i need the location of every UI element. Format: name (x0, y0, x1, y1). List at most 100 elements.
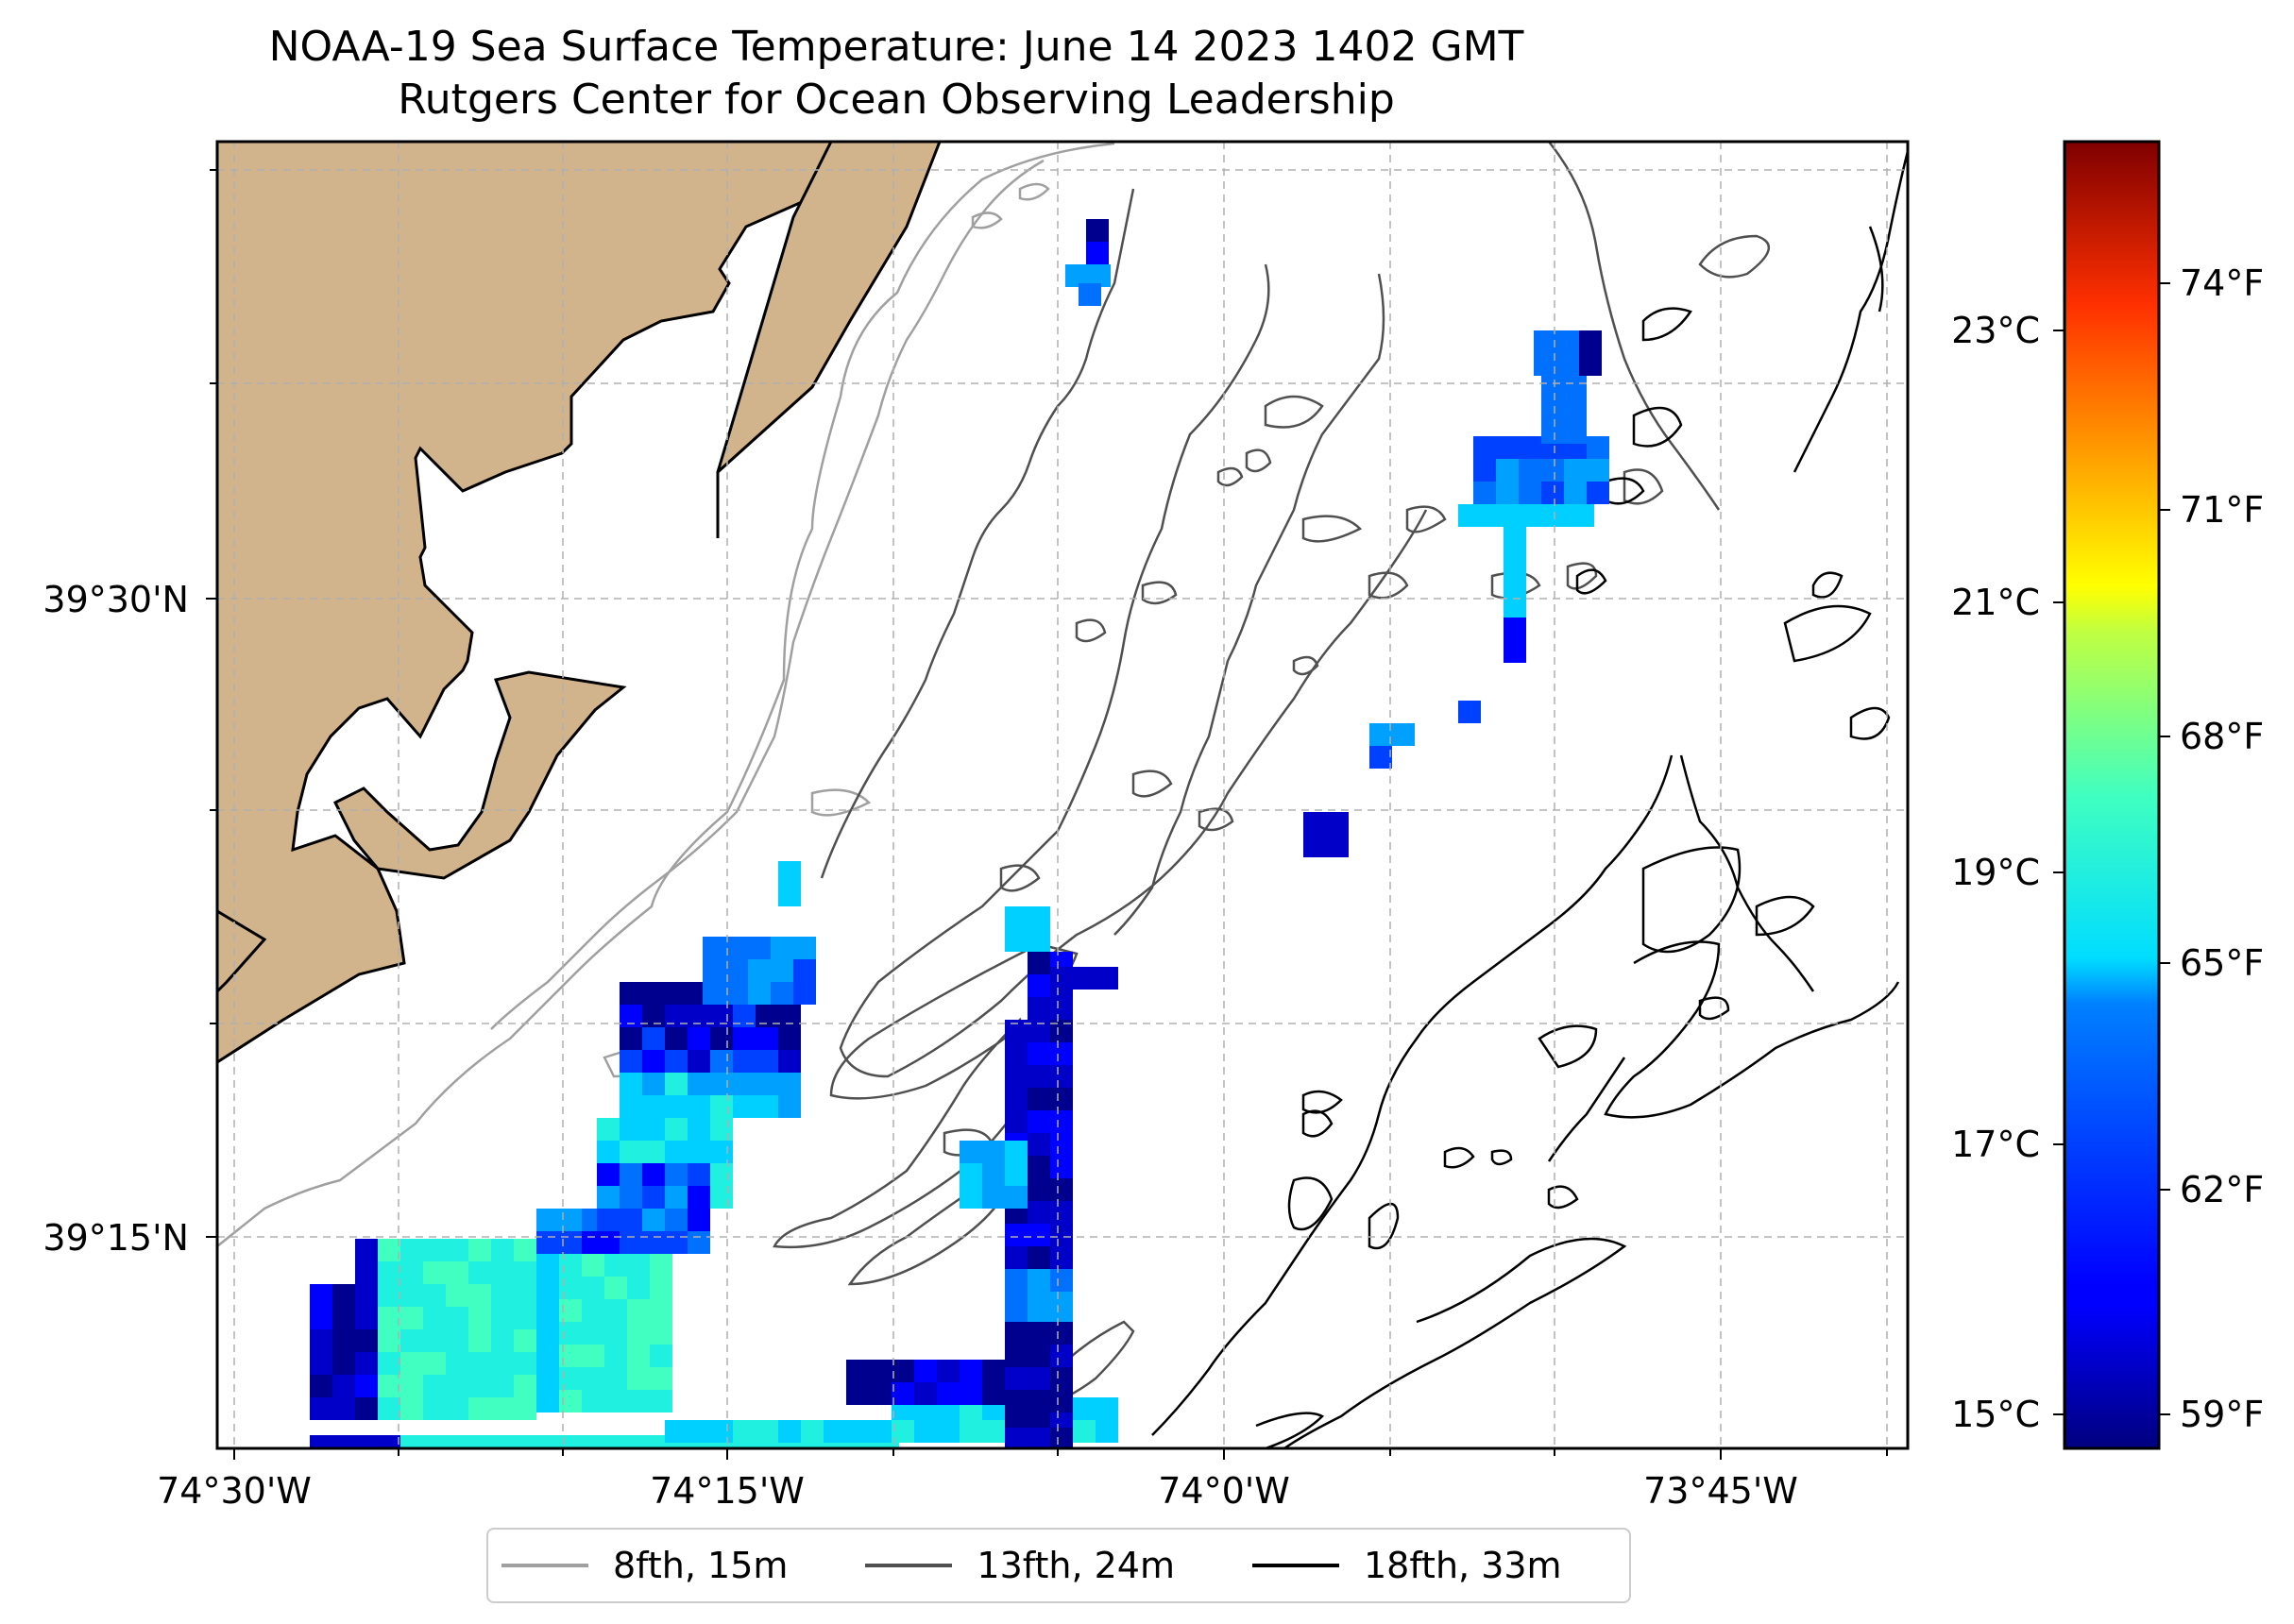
sst-cell (514, 1261, 536, 1284)
sst-cell (937, 1382, 960, 1405)
sst-cell (892, 1420, 914, 1443)
sst-cell (1028, 1065, 1050, 1088)
sst-cell (1005, 1450, 1028, 1473)
sst-cell (514, 1239, 536, 1261)
sst-cell (1028, 1345, 1050, 1367)
sst-cell (1096, 1420, 1118, 1443)
sst-cell (688, 1141, 710, 1163)
sst-cell (1458, 701, 1481, 723)
sst-cell (1050, 1088, 1073, 1110)
sst-cell (710, 1186, 733, 1209)
land-left (217, 909, 267, 994)
sst-cell (756, 1073, 778, 1095)
sst-cell (1005, 1141, 1028, 1163)
sst-cell (536, 1209, 559, 1231)
sst-cell (703, 937, 725, 959)
legend-item-18fth: 18fth, 33m (1251, 1545, 1562, 1586)
sst-cell (771, 937, 793, 959)
sst-cell (332, 1284, 355, 1307)
sst-cell (1086, 219, 1109, 242)
sst-cell (536, 1231, 559, 1254)
sst-cell (400, 1239, 423, 1261)
sst-cell (1458, 504, 1481, 527)
sst-cell (620, 1163, 642, 1186)
sst-cell (514, 1284, 536, 1307)
sst-cell (1005, 1473, 1028, 1496)
sst-cell (892, 1360, 914, 1382)
sst-cell (446, 1239, 468, 1261)
sst-cell (1028, 1133, 1050, 1156)
sst-cell (1028, 1473, 1050, 1496)
sst-cell (1028, 1367, 1050, 1390)
sst-cell (400, 1375, 423, 1397)
sst-cell (778, 1095, 801, 1118)
sst-cell (1050, 1473, 1073, 1496)
sst-cell (1303, 812, 1326, 835)
sst-cell (960, 1186, 982, 1209)
sst-cell (960, 1163, 982, 1186)
sst-cell (355, 1239, 378, 1261)
sst-cell (869, 1382, 892, 1405)
sst-cell (650, 1367, 672, 1390)
sst-cell (793, 937, 816, 959)
sst-cell (1534, 353, 1556, 376)
sst-cell (748, 982, 771, 1005)
sst-cell (604, 1435, 627, 1448)
colorbar-celsius-label: 17°C (1951, 1124, 2040, 1165)
sst-cell (355, 1261, 378, 1284)
sst-cell (688, 1027, 710, 1050)
sst-cell (468, 1329, 491, 1352)
sst-cell (604, 1345, 627, 1367)
sst-cell (1086, 242, 1109, 264)
sst-cell (536, 1254, 559, 1277)
sst-cell (914, 1360, 937, 1382)
sst-cell (536, 1299, 559, 1322)
sst-cell (1050, 967, 1073, 990)
sst-cell (423, 1435, 446, 1448)
sst-cell (710, 1095, 733, 1118)
sst-cell (1392, 723, 1415, 746)
sst-cell (514, 1307, 536, 1329)
sst-cell (559, 1435, 582, 1448)
sst-cell (514, 1352, 536, 1375)
sst-cell (1073, 967, 1096, 990)
sst-cell (1005, 1110, 1028, 1133)
sst-cell (1050, 1367, 1073, 1390)
sst-cell (332, 1435, 355, 1448)
sst-cell (665, 1420, 688, 1443)
sst-cell (627, 1277, 650, 1299)
sst-cell (982, 1141, 1005, 1163)
sst-cell (642, 1163, 665, 1186)
sst-cell (710, 1118, 733, 1141)
sst-cell (733, 1073, 756, 1095)
sst-cell (378, 1435, 400, 1448)
sst-cell (1005, 1163, 1028, 1186)
sst-cell (642, 1095, 665, 1118)
sst-cell (355, 1375, 378, 1397)
sst-cell (688, 1420, 710, 1443)
sst-cell (1028, 1450, 1050, 1473)
x-tick-label: 74°30'W (157, 1470, 312, 1512)
sst-cell (937, 1360, 960, 1382)
sst-cell (1005, 1042, 1028, 1065)
sst-cell (665, 1027, 688, 1050)
sst-cell (332, 1307, 355, 1329)
colorbar: 23°C 21°C 19°C 17°C 15°C 74°F 71°F 68°F … (1951, 140, 2264, 1450)
sst-cell (446, 1329, 468, 1352)
sst-cell (491, 1435, 514, 1448)
sst-cell (869, 1420, 892, 1443)
sst-cell (423, 1397, 446, 1420)
sst-cell (582, 1435, 604, 1448)
sst-cell (536, 1345, 559, 1367)
sst-cell (423, 1307, 446, 1329)
sst-cell (1050, 1345, 1073, 1367)
sst-cell (536, 1322, 559, 1345)
sst-cell (468, 1375, 491, 1397)
sst-cell (1326, 835, 1349, 857)
sst-cell (597, 1231, 620, 1254)
sst-cell (582, 1277, 604, 1299)
sst-cell (536, 1367, 559, 1390)
legend-swatch-black (1251, 1564, 1339, 1567)
sst-cell (1096, 967, 1118, 990)
sst-cell (710, 1141, 733, 1163)
